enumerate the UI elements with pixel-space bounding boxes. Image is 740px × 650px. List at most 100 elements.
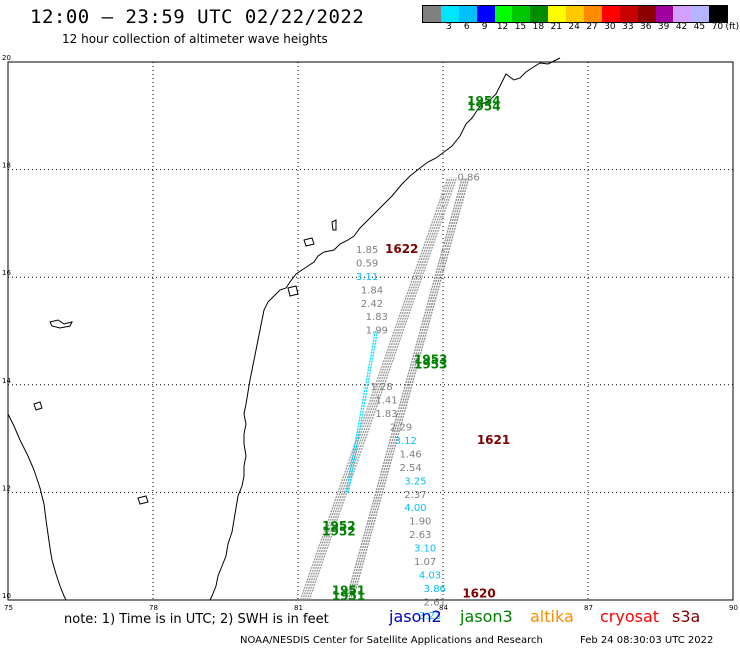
legend-swatch xyxy=(476,6,495,22)
island-5 xyxy=(303,237,315,247)
swh-label: 1.85 xyxy=(356,245,378,256)
swh-label: 3.10 xyxy=(414,544,436,555)
legend-swatch xyxy=(691,6,710,22)
swh-label: 3.12 xyxy=(395,436,417,447)
legend-swatch xyxy=(601,6,620,22)
legend-label: 39 xyxy=(657,22,670,32)
legend-label: 6 xyxy=(463,22,470,32)
legend-label: 9 xyxy=(481,22,488,32)
time-label: 1954 xyxy=(467,94,500,108)
time-label: 1953 xyxy=(414,358,447,372)
legend-swatch xyxy=(673,6,692,22)
swh-label: 0.86 xyxy=(458,172,480,183)
altimeter-tracks xyxy=(299,177,470,601)
swh-label: 2.29 xyxy=(390,423,412,434)
track-line-descending xyxy=(306,177,455,601)
legend-label: 27 xyxy=(586,22,598,32)
swh-label: 1.90 xyxy=(409,517,431,528)
track-line-ascending xyxy=(350,177,468,601)
swh-label: 1.83 xyxy=(366,312,388,323)
lon-tick-label: 87 xyxy=(584,604,593,612)
legend-swatch xyxy=(512,6,531,22)
swh-label: 2.63 xyxy=(409,530,431,541)
island-4 xyxy=(331,219,337,231)
chart-title: 12:00 — 23:59 UTC 02/22/2022 xyxy=(30,6,365,28)
legend-label: 24 xyxy=(568,22,580,32)
legend-label: 36 xyxy=(640,22,652,32)
island-3 xyxy=(137,495,149,505)
legend-swatch xyxy=(423,6,441,22)
legend-label: 15 xyxy=(514,22,527,32)
swh-label: 1.46 xyxy=(400,449,422,460)
time-label: 1953 xyxy=(414,352,447,366)
legend-label: 21 xyxy=(550,22,562,32)
time-label: 1622 xyxy=(385,242,418,256)
swh-label: 2.54 xyxy=(400,463,422,474)
swh-label: 2.61 xyxy=(424,597,446,608)
coastline-india-east xyxy=(209,57,561,601)
track-line-descending xyxy=(299,177,449,601)
satellite-s3a: s3a xyxy=(672,607,701,626)
satellite-cryosat: cryosat xyxy=(600,607,660,626)
satellite-jason2: jason2 xyxy=(389,607,442,626)
time-label: 1954 xyxy=(467,99,500,113)
swh-label: 1.41 xyxy=(375,396,397,407)
footer-note: note: 1) Time is in UTC; 2) SWH is in fe… xyxy=(64,612,329,627)
track-line-descending xyxy=(304,177,453,601)
lat-lon-grid xyxy=(8,62,733,600)
time-label: 1951 xyxy=(332,584,365,598)
legend-swatch xyxy=(655,6,674,22)
footer-timestamp: Feb 24 08:30:03 UTC 2022 xyxy=(580,635,714,646)
legend-swatch xyxy=(458,6,477,22)
swh-label: 4.03 xyxy=(419,570,441,581)
legend-swatch xyxy=(440,6,459,22)
legend-swatch xyxy=(584,6,602,22)
track-line-highlight xyxy=(347,330,379,493)
swh-label: 3.23 xyxy=(419,611,441,622)
legend-label: 18 xyxy=(532,22,545,32)
track-line-ascending xyxy=(345,177,463,601)
legend-label: 33 xyxy=(622,22,634,32)
chart-subtitle: 12 hour collection of altimeter wave hei… xyxy=(62,32,328,46)
legend-swatch xyxy=(637,6,656,22)
swh-label: 1.84 xyxy=(361,285,383,296)
lon-tick-label: 81 xyxy=(294,604,303,612)
time-label: 1952 xyxy=(322,524,355,538)
swh-label: 1.28 xyxy=(371,382,393,393)
swh-label: 1.99 xyxy=(366,326,388,337)
track-line-descending xyxy=(301,177,451,601)
time-label: 1620 xyxy=(462,586,495,600)
time-label: 1952 xyxy=(322,519,355,533)
time-label: 1951 xyxy=(332,589,365,603)
satellite-altika: altika xyxy=(530,607,574,626)
footer-credit: NOAA/NESDIS Center for Satellite Applica… xyxy=(240,635,543,646)
legend-label: 12 xyxy=(496,22,509,32)
legend-swatch xyxy=(548,6,567,22)
time-label: 1621 xyxy=(477,433,510,447)
lat-tick-label: 14 xyxy=(2,377,11,385)
track-line-descending xyxy=(308,177,458,601)
lon-tick-label: 78 xyxy=(149,604,158,612)
lon-tick-label: 75 xyxy=(4,604,13,612)
island-1 xyxy=(49,319,73,329)
lat-tick-label: 16 xyxy=(2,269,11,277)
swh-label: 3.11 xyxy=(356,272,378,283)
legend-label: 3 xyxy=(445,22,452,32)
track-line-highlight xyxy=(345,330,376,493)
color-legend xyxy=(422,5,729,23)
legend-swatch xyxy=(709,6,728,22)
lat-tick-label: 10 xyxy=(2,592,11,600)
swh-label: 2.42 xyxy=(361,299,383,310)
track-line-ascending xyxy=(352,177,470,601)
lon-tick-label: 84 xyxy=(439,604,448,612)
lat-tick-label: 12 xyxy=(2,484,11,492)
legend-label: 70 xyxy=(711,22,724,32)
swh-label: 4.00 xyxy=(404,503,426,514)
map-frame xyxy=(7,61,734,601)
swh-label: 3.25 xyxy=(404,476,426,487)
track-line-ascending xyxy=(347,177,466,601)
axis-labels: 20 18 16 14 12 10 75 78 81 84 87 90 xyxy=(2,54,738,612)
swh-label: 0.59 xyxy=(356,258,378,269)
coastline-sri-lanka xyxy=(7,413,67,601)
